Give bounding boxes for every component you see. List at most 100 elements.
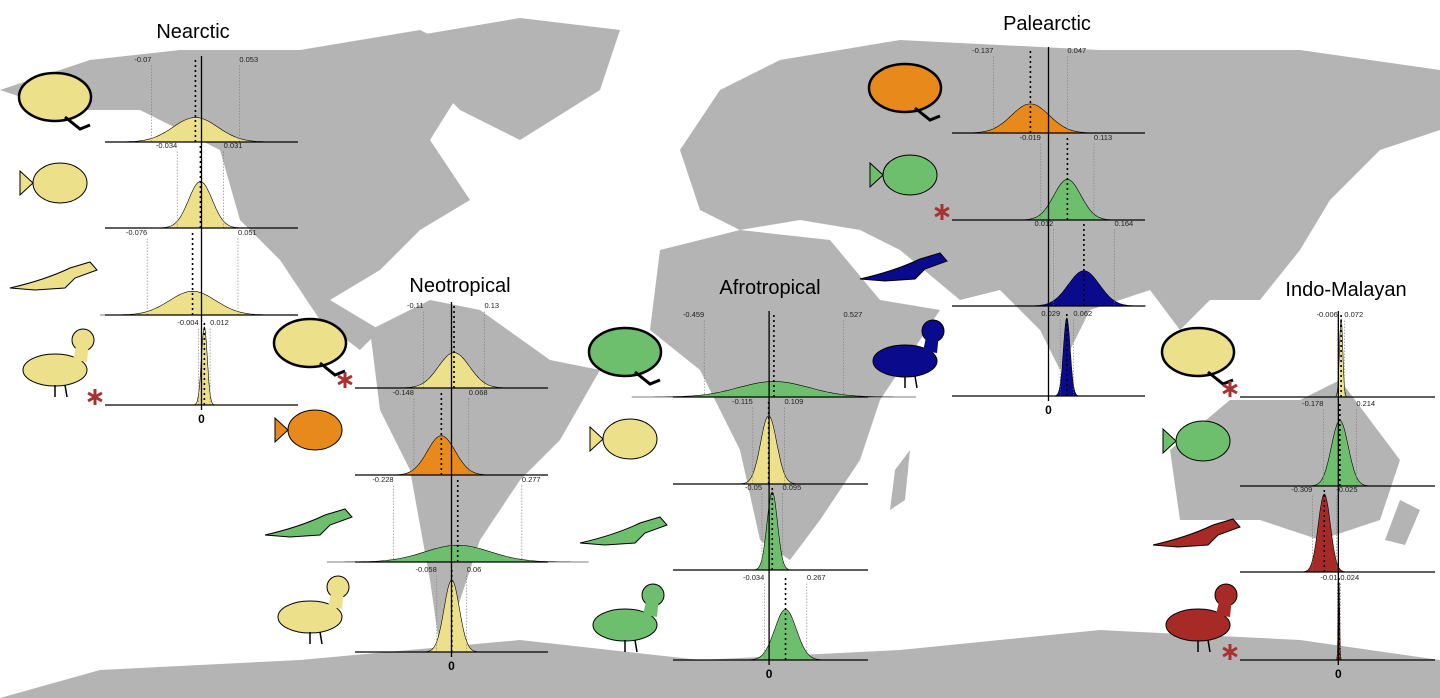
icon-body (264, 508, 353, 538)
icon-leg (64, 115, 91, 131)
interval-label: 0.277 (522, 475, 541, 484)
zero-label: 0 (1045, 403, 1052, 417)
density (1053, 317, 1081, 397)
icon-neck (73, 342, 89, 362)
icon-leg (319, 361, 346, 377)
icon-leg (914, 106, 941, 122)
interval-label: 0.113 (1094, 133, 1112, 142)
interval-label: 0.012 (210, 318, 229, 327)
significance-star (1222, 383, 1238, 395)
zero-label: 0 (1335, 667, 1342, 681)
interval-label: -0.034 (743, 573, 764, 582)
interval-label: -0.019 (1020, 133, 1041, 142)
interval-label: -0.05 (745, 483, 762, 492)
interval-label: 0.031 (224, 141, 243, 150)
icon-body (272, 317, 348, 369)
icon-body (32, 162, 88, 204)
icon-legs (624, 639, 638, 653)
icon-body (1152, 518, 1241, 548)
significance-star (87, 391, 103, 403)
region-title: Neotropical (409, 275, 510, 297)
interval-label: -0.01 (1320, 573, 1337, 582)
interval-label: -0.309 (1291, 485, 1312, 494)
interval-label: -0.034 (156, 141, 177, 150)
zero-label: 0 (198, 412, 205, 426)
region: Palearctic -0.137 0.047 -0.019 0.113 0.012 0.1… (859, 13, 1147, 417)
interval-label: -0.148 (393, 388, 414, 397)
interval-label: 0.164 (1114, 219, 1133, 228)
density (1299, 493, 1349, 573)
icon-leg (634, 370, 661, 386)
icon-legs (309, 631, 323, 645)
icon-tail (274, 416, 289, 444)
interval-label: 0.095 (783, 483, 802, 492)
icon-body (867, 62, 943, 114)
icon-tail (1162, 427, 1177, 455)
density (1334, 318, 1348, 398)
density (751, 491, 794, 571)
interval-label: -0.025 (1336, 485, 1357, 494)
interval-label: 0.068 (469, 388, 488, 397)
interval-label: 0.062 (1073, 309, 1092, 318)
region-title: Palearctic (1003, 13, 1091, 35)
icon-body (602, 418, 658, 460)
interval-label: 0.13 (485, 301, 500, 310)
interval-label: 0.214 (1356, 399, 1375, 408)
icon-body (859, 252, 948, 282)
region-title: Nearctic (156, 21, 229, 43)
density (385, 435, 498, 476)
icon-body (1160, 326, 1236, 378)
icon-body (9, 261, 98, 291)
icon-body (1175, 420, 1231, 462)
interval-label: -0.115 (732, 397, 753, 406)
density (326, 544, 589, 563)
icon-body (882, 154, 938, 196)
interval-label: 0.109 (784, 397, 803, 406)
interval-label: -0.228 (372, 475, 393, 484)
icon-neck (328, 589, 344, 609)
interval-label: -0.006 (1317, 310, 1338, 319)
interval-label: 0.267 (807, 573, 826, 582)
interval-label: -0.004 (177, 318, 198, 327)
plots: Nearctic -0.07 0.053 -0.034 0.031 -0.076 0.051… (9, 13, 1435, 681)
region: Indo-Malayan -0.006 0.072 -0.178 0.214 -0.309… (1152, 279, 1435, 681)
region-title: Indo-Malayan (1285, 279, 1406, 301)
interval-label: -0.178 (1302, 399, 1323, 408)
region: Nearctic -0.07 0.053 -0.034 0.031 -0.076 0.051… (9, 21, 298, 426)
region: Afrotropical -0.459 0.527 -0.115 0.109 -0.05 0… (579, 277, 917, 681)
interval-label: -0.459 (683, 310, 704, 319)
icon-tail (869, 161, 884, 189)
icon-neck (923, 333, 939, 353)
interval-label: 0.029 (1041, 309, 1060, 318)
icon-legs (904, 375, 918, 389)
interval-label: 0.012 (1035, 219, 1054, 228)
icon-neck (643, 597, 659, 617)
region-title: Afrotropical (719, 277, 820, 299)
interval-label: -0.076 (126, 228, 147, 237)
interval-label: 0.053 (239, 55, 258, 64)
region: Neotropical -0.11 0.13 -0.148 0.068 -0.228 0.2… (264, 275, 589, 673)
significance-star (934, 206, 950, 218)
density (954, 103, 1106, 134)
interval-label: -0.137 (972, 46, 993, 55)
icon-legs (54, 384, 68, 398)
icon-neck (1216, 597, 1232, 617)
icon-tail (19, 169, 34, 197)
icon-tail (589, 425, 604, 453)
interval-label: 0.051 (238, 228, 257, 237)
interval-label: 0.024 (1340, 573, 1359, 582)
icon-legs (1197, 639, 1211, 653)
zero-label: 0 (766, 667, 773, 681)
icon-body (579, 516, 668, 546)
icon-body (17, 71, 93, 123)
interval-label: 0.527 (844, 310, 863, 319)
interval-label: -0.07 (134, 55, 151, 64)
interval-label: 0.072 (1344, 310, 1363, 319)
icon-body (287, 409, 343, 451)
interval-label: -0.058 (415, 565, 436, 574)
interval-label: -0.11 (407, 301, 424, 310)
significance-star (1222, 646, 1238, 658)
interval-label: 0.06 (467, 565, 482, 574)
significance-star (337, 374, 353, 386)
